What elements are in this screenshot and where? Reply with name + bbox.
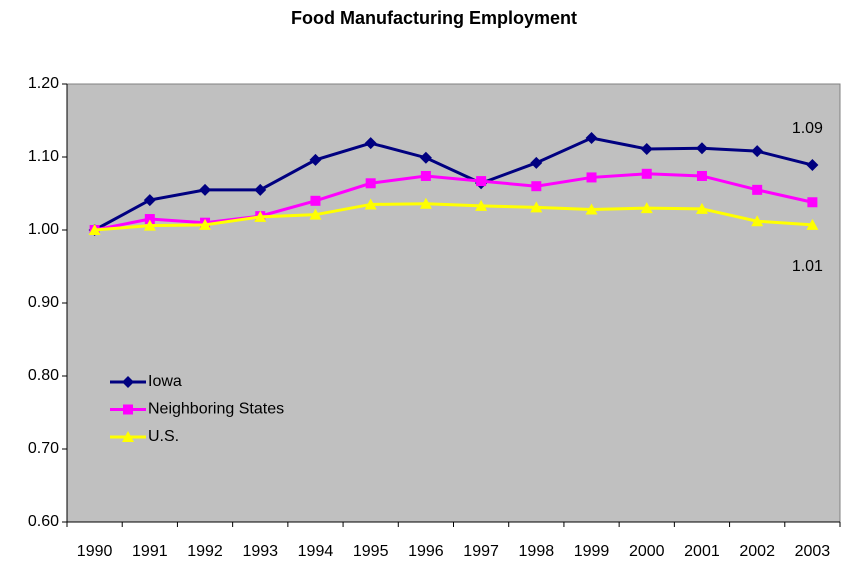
marker: [585, 203, 598, 215]
marker: [365, 178, 376, 189]
marker: [640, 202, 653, 214]
marker: [144, 214, 155, 225]
series-line: [94, 172, 813, 232]
legend-label: Neighboring States: [148, 401, 284, 418]
marker: [806, 218, 819, 230]
series-line: [94, 202, 813, 232]
marker: [751, 145, 764, 158]
marker: [530, 201, 543, 213]
y-tick-label: 0.60: [28, 513, 59, 530]
x-tick-label: 1998: [519, 543, 555, 560]
marker: [364, 137, 377, 150]
x-tick-label: 2000: [629, 543, 665, 560]
marker: [695, 202, 708, 214]
marker: [476, 176, 487, 187]
legend-marker: [122, 431, 134, 442]
marker: [586, 172, 597, 183]
legend-entry: Neighboring States: [110, 401, 284, 418]
x-tick-label: 1990: [77, 543, 113, 560]
marker: [199, 218, 212, 230]
marker: [254, 210, 267, 222]
marker: [752, 184, 763, 195]
legend-entry: Iowa: [110, 373, 182, 390]
marker: [199, 183, 212, 196]
marker: [143, 219, 156, 231]
x-tick-label: 1993: [242, 543, 278, 560]
marker: [420, 170, 431, 181]
plot-area: [66, 83, 841, 523]
x-tick-label: 2003: [795, 543, 831, 560]
x-tick-label: 1991: [132, 543, 168, 560]
marker: [640, 142, 653, 155]
y-tick-label: 0.70: [28, 440, 59, 457]
data-label: 1.01: [792, 258, 823, 275]
marker: [695, 142, 708, 155]
y-tick-label: 0.80: [28, 367, 59, 384]
y-tick-label: 0.90: [28, 294, 59, 311]
marker: [696, 170, 707, 181]
marker: [530, 156, 543, 169]
marker: [309, 153, 322, 166]
x-tick-label: 1992: [187, 543, 223, 560]
chart-title: Food Manufacturing Employment: [291, 8, 577, 28]
x-tick-label: 2002: [739, 543, 775, 560]
x-tick-label: 1995: [353, 543, 389, 560]
x-tick-label: 1994: [298, 543, 334, 560]
marker: [364, 198, 377, 210]
marker: [585, 132, 598, 145]
x-tick-label: 1997: [463, 543, 499, 560]
legend-marker: [123, 404, 133, 415]
y-tick-label: 1.20: [28, 75, 59, 92]
marker: [88, 224, 101, 235]
marker: [309, 208, 322, 220]
marker: [419, 197, 432, 209]
legend-marker: [122, 376, 134, 388]
marker: [806, 159, 819, 172]
x-tick-label: 2001: [684, 543, 720, 560]
marker: [751, 215, 764, 227]
marker: [310, 195, 321, 206]
marker: [807, 197, 818, 208]
x-tick-label: 1999: [574, 543, 610, 560]
marker: [531, 181, 542, 192]
y-tick-label: 1.10: [28, 148, 59, 165]
legend-label: Iowa: [148, 373, 182, 390]
marker: [641, 168, 652, 179]
legend-label: U.S.: [148, 428, 179, 445]
x-tick-label: 1996: [408, 543, 444, 560]
data-label: 1.09: [792, 120, 823, 137]
marker: [143, 194, 156, 207]
series: 1.01: [88, 197, 823, 275]
y-tick-label: 1.00: [28, 221, 59, 238]
legend-entry: U.S.: [110, 428, 179, 445]
marker: [419, 151, 432, 164]
marker: [254, 183, 267, 196]
series-line: [93, 136, 813, 232]
marker: [475, 199, 488, 211]
